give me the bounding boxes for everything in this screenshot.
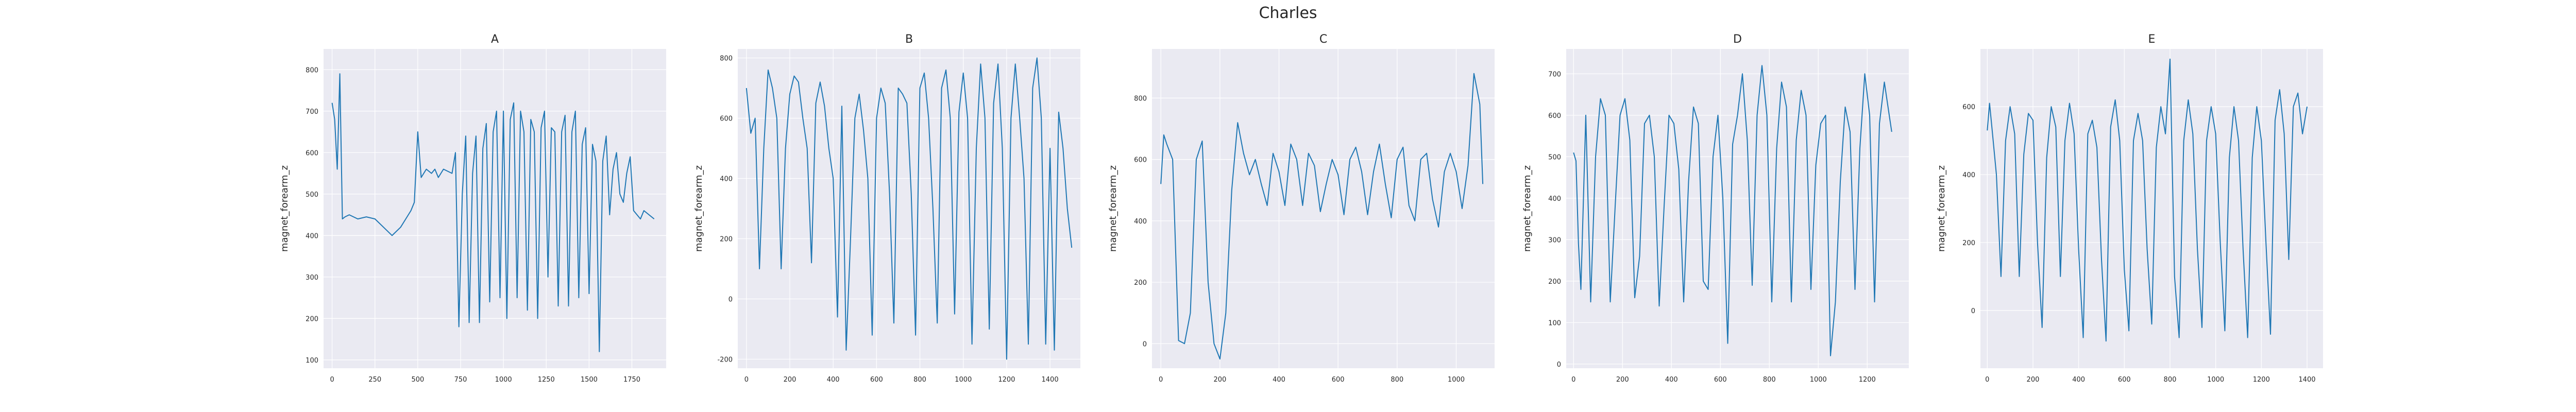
panel-title: A: [491, 33, 499, 46]
x-tick-label: 1000: [1810, 376, 1827, 384]
y-tick-label: 400: [1962, 171, 1975, 179]
x-tick-label: 400: [2072, 376, 2085, 384]
x-tick-label: 1200: [998, 376, 1015, 384]
x-tick-label: 0: [1985, 376, 1989, 384]
y-tick-label: -200: [717, 356, 733, 364]
y-tick-label: 800: [306, 66, 318, 74]
x-tick-label: 400: [1665, 376, 1678, 384]
x-tick-label: 200: [1213, 376, 1226, 384]
x-tick-label: 0: [744, 376, 749, 384]
x-tick-label: 600: [870, 376, 883, 384]
y-tick-label: 600: [1134, 157, 1147, 164]
x-tick-label: 1200: [2253, 376, 2270, 384]
y-tick-label: 400: [306, 232, 318, 240]
x-tick-label: 500: [411, 376, 424, 384]
y-axis-label: magnet_forearm_z: [279, 165, 290, 252]
y-tick-label: 200: [1962, 239, 1975, 247]
x-tick-label: 250: [368, 376, 381, 384]
x-tick-label: 1400: [2298, 376, 2315, 384]
x-tick-label: 200: [2027, 376, 2040, 384]
y-tick-label: 100: [1548, 319, 1561, 327]
y-tick-label: 400: [1548, 195, 1561, 203]
y-axis-label: magnet_forearm_z: [693, 165, 704, 252]
y-tick-label: 200: [306, 315, 318, 323]
plot-area: [1566, 49, 1909, 368]
y-tick-label: 100: [306, 357, 318, 365]
y-tick-label: 200: [1134, 279, 1147, 287]
x-tick-label: 1000: [495, 376, 512, 384]
x-tick-label: 200: [1616, 376, 1629, 384]
x-tick-label: 1750: [623, 376, 640, 384]
panel-title: E: [2148, 33, 2156, 46]
y-axis-label: magnet_forearm_z: [1936, 165, 1947, 252]
figure-title: Charles: [1259, 4, 1317, 22]
y-tick-label: 200: [1548, 278, 1561, 286]
y-tick-label: 0: [1143, 340, 1147, 348]
x-tick-label: 1500: [581, 376, 598, 384]
x-tick-label: 1000: [1448, 376, 1465, 384]
series-line: [745, 57, 1073, 360]
plot-area: [1152, 49, 1495, 368]
x-tick-label: 400: [827, 376, 840, 384]
x-tick-label: 800: [2164, 376, 2177, 384]
y-tick-label: 800: [1134, 95, 1147, 102]
y-axis-label: magnet_forearm_z: [1522, 165, 1533, 252]
x-tick-label: 0: [1159, 376, 1163, 384]
x-tick-label: 600: [1332, 376, 1345, 384]
x-tick-label: 1000: [2207, 376, 2224, 384]
y-tick-label: 0: [728, 296, 733, 303]
x-tick-label: 0: [1571, 376, 1575, 384]
y-tick-label: 0: [1971, 307, 1975, 315]
x-tick-label: 800: [1391, 376, 1403, 384]
x-tick-label: 1000: [955, 376, 972, 384]
y-tick-label: 500: [306, 191, 318, 199]
x-tick-label: 1250: [538, 376, 555, 384]
panel-title: B: [905, 33, 913, 46]
y-tick-label: 200: [720, 235, 733, 243]
series-line: [331, 73, 655, 352]
x-tick-label: 200: [784, 376, 796, 384]
x-tick-label: 750: [454, 376, 467, 384]
y-tick-label: 600: [1548, 112, 1561, 120]
x-tick-label: 600: [1714, 376, 1727, 384]
y-tick-label: 500: [1548, 153, 1561, 161]
y-tick-label: 800: [720, 55, 733, 63]
y-tick-label: 700: [306, 108, 318, 116]
y-axis-label: magnet_forearm_z: [1108, 165, 1118, 252]
x-tick-label: 800: [913, 376, 926, 384]
y-tick-label: 600: [306, 149, 318, 157]
y-tick-label: 600: [720, 115, 733, 123]
x-tick-label: 800: [1763, 376, 1776, 384]
plot-area: [738, 49, 1080, 368]
series-line: [1160, 73, 1484, 360]
panel-title: C: [1319, 33, 1327, 46]
x-tick-label: 0: [330, 376, 334, 384]
x-tick-label: 1400: [1042, 376, 1059, 384]
series-line: [1573, 65, 1892, 356]
panel-title: D: [1733, 33, 1742, 46]
series-line: [1987, 58, 2308, 342]
x-tick-label: 400: [1273, 376, 1285, 384]
y-tick-label: 300: [1548, 236, 1561, 244]
y-tick-label: 600: [1962, 104, 1975, 111]
y-tick-label: 0: [1557, 361, 1561, 369]
y-tick-label: 400: [1134, 218, 1147, 226]
x-tick-label: 600: [2118, 376, 2131, 384]
y-tick-label: 300: [306, 274, 318, 282]
y-tick-label: 400: [720, 176, 733, 183]
y-tick-label: 700: [1548, 71, 1561, 78]
x-tick-label: 1200: [1859, 376, 1876, 384]
